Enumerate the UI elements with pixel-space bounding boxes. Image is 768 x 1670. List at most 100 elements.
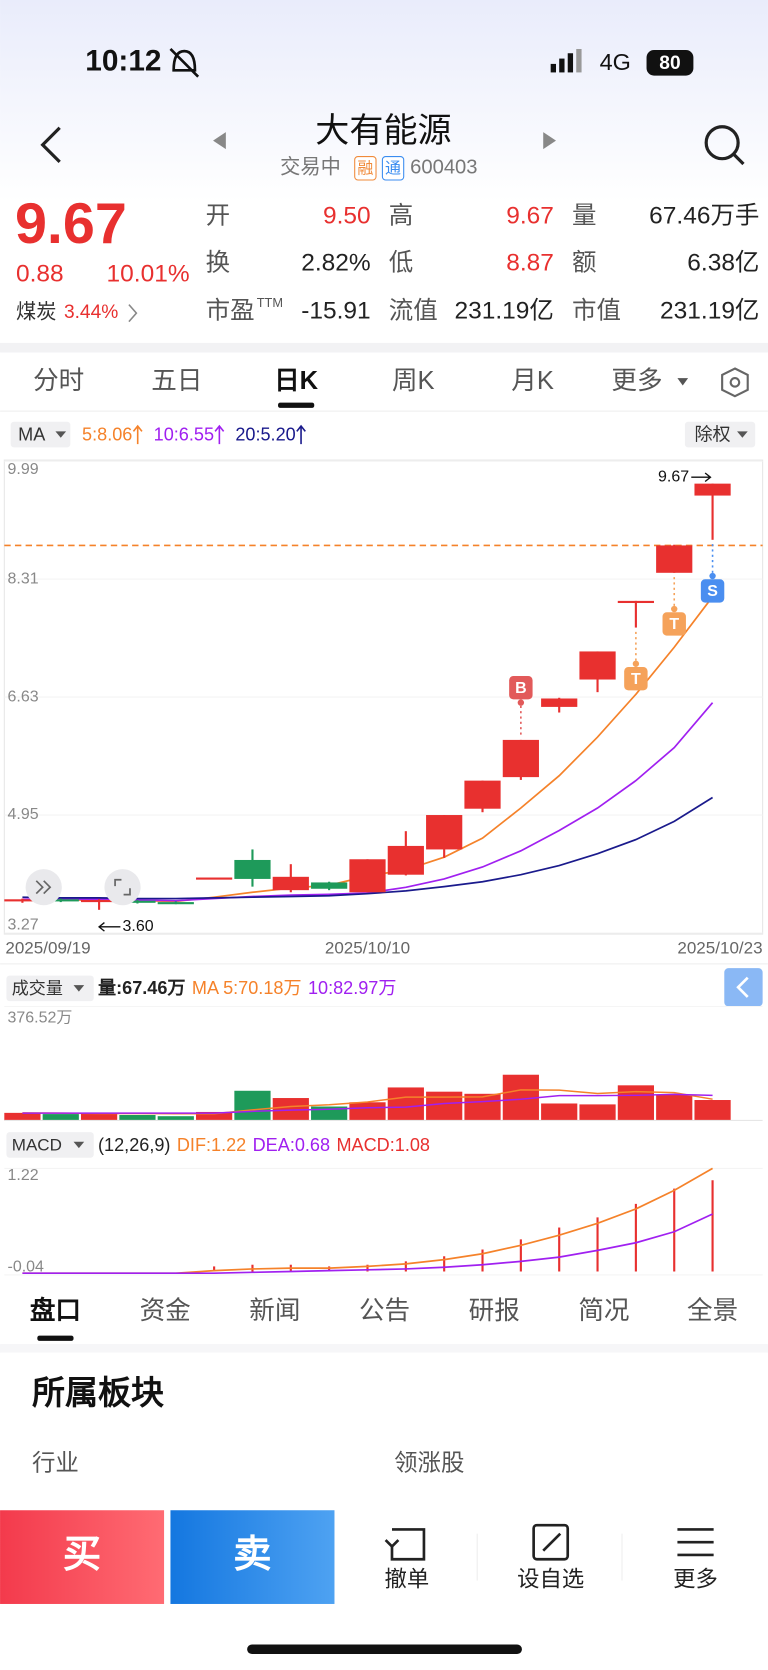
adjust: 除权 [694,424,730,444]
field-label: 量 [572,203,597,230]
badge-box [381,156,405,181]
volume-bar [387,1087,424,1121]
battery [646,50,694,76]
volume-ma-line [22,1093,713,1114]
tab[interactable]: 分时 [33,367,84,395]
max-label: 9.67 [658,468,689,485]
collapse-icon [736,976,749,998]
volume-bar [157,1116,194,1121]
signal-label: S [707,583,718,600]
tab[interactable]: 日K [274,367,319,395]
divider [0,342,768,353]
volume-bar [464,1093,501,1121]
candle-body [234,859,271,879]
signal-label: T [631,671,641,688]
search-button[interactable] [704,125,745,166]
field-label: 高 [389,202,414,230]
sector-arrow[interactable] [128,304,138,323]
sell-button[interactable] [170,1510,335,1604]
indicator-select[interactable] [10,421,71,448]
volume-bar [656,1095,693,1121]
badge-box [354,156,377,181]
tab-underline [37,1335,74,1341]
candle-body [617,600,654,604]
indicator-select[interactable] [6,1132,94,1158]
tab[interactable]: 研报 [469,1297,520,1325]
change: 0.88 [16,260,64,287]
tab[interactable]: 资金 [140,1297,191,1325]
battery-level: 80 [659,53,680,74]
stock-name: 大有能源 [315,112,451,150]
candle-body [579,651,616,680]
ma-line [22,796,714,900]
min-arrow [97,922,121,932]
dropdown-icon [73,985,85,992]
buy-button[interactable] [0,1510,165,1604]
fullscreen-button[interactable] [104,869,141,906]
candle-body [157,902,194,905]
candle-body [426,815,463,850]
indicator-select[interactable] [6,975,94,1002]
volume-bar [541,1103,578,1121]
ma-arrow [296,424,306,445]
volume-bar [234,1090,271,1121]
tab[interactable]: 简况 [578,1297,629,1325]
adjust-select[interactable] [684,421,756,448]
field-value: 231.19亿 [660,297,759,325]
sector: 煤炭 [16,300,56,323]
macd-legend: DEA:0.68 [253,1135,330,1155]
signal-label: B [515,680,527,697]
tab[interactable]: 公告 [359,1297,410,1325]
volume-legend: MA 5:70.18万 [192,978,302,998]
ma-line [22,596,714,903]
signal-dot [709,572,716,580]
signal-badge [509,676,533,700]
trade-status: 交易中 [280,156,341,179]
candle-body [80,899,118,903]
watch-icon[interactable] [532,1523,570,1561]
field-value: 2.82% [301,250,370,277]
dropdown-icon [55,431,67,438]
tab[interactable]: 五日 [151,367,202,395]
sector-pct: 3.44% [64,302,118,323]
tab[interactable]: 周K [392,367,435,395]
cancel-icon[interactable] [384,1528,426,1561]
back-button[interactable] [40,126,61,164]
macd-legend: DIF:1.22 [177,1135,246,1155]
tab[interactable]: 新闻 [249,1297,300,1325]
min-label: 3.60 [123,918,154,935]
field-value: 9.50 [323,203,371,230]
volume-bar [4,1112,41,1121]
y-tick-label: 3.27 [8,917,39,934]
volume-bar [694,1100,731,1121]
tab[interactable]: 更多 [611,367,662,395]
prev-stock[interactable] [213,132,226,150]
field-label: 市盈 [206,297,255,325]
volume-bar [119,1114,156,1121]
collapse-button[interactable] [724,968,763,1007]
signal-dot [671,605,678,613]
signal-dot [517,699,525,706]
field-label: 换 [206,249,230,277]
tab[interactable]: 全景 [687,1297,738,1325]
candle-body [42,899,79,902]
candle-body [464,780,501,809]
section-column: 领涨股 [394,1450,464,1476]
next-stock[interactable] [543,132,557,150]
more-icon[interactable] [677,1528,714,1557]
field-value: -15.91 [301,298,370,325]
tab-underline [278,402,315,408]
fullscreen-icon [114,878,131,896]
tab[interactable]: 盘口 [30,1296,81,1325]
expand-icon [35,880,52,895]
section-card [0,1352,768,1513]
tab[interactable]: 月K [511,367,554,395]
signal-label: T [669,616,679,633]
candle-body [196,877,233,880]
ma-arrow [214,424,225,445]
settings-icon[interactable] [721,367,749,398]
candle-body [656,545,693,573]
volume-bar [349,1102,386,1121]
